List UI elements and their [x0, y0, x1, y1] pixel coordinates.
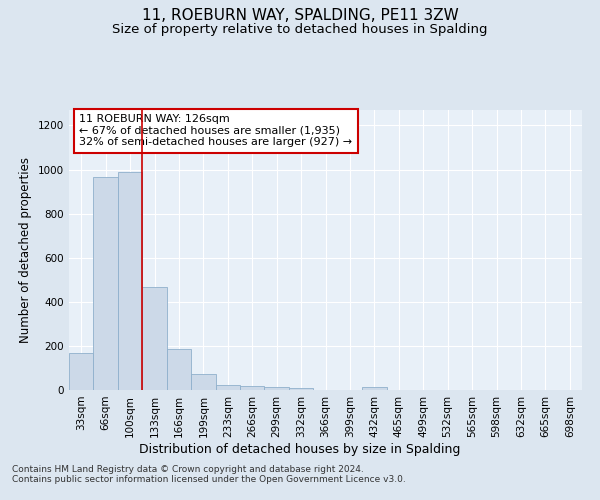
Text: Contains HM Land Registry data © Crown copyright and database right 2024.
Contai: Contains HM Land Registry data © Crown c…: [12, 465, 406, 484]
Text: Size of property relative to detached houses in Spalding: Size of property relative to detached ho…: [112, 22, 488, 36]
Text: Distribution of detached houses by size in Spalding: Distribution of detached houses by size …: [139, 442, 461, 456]
Bar: [69, 352, 94, 390]
Text: 11 ROEBURN WAY: 126sqm
← 67% of detached houses are smaller (1,935)
32% of semi-: 11 ROEBURN WAY: 126sqm ← 67% of detached…: [79, 114, 352, 148]
Text: 11, ROEBURN WAY, SPALDING, PE11 3ZW: 11, ROEBURN WAY, SPALDING, PE11 3ZW: [142, 8, 458, 22]
Bar: [94, 177, 118, 390]
Bar: [240, 386, 265, 390]
Bar: [265, 387, 289, 390]
Bar: [142, 288, 167, 390]
Bar: [289, 388, 313, 390]
Bar: [215, 385, 240, 390]
Bar: [362, 387, 386, 390]
Bar: [118, 172, 142, 390]
Bar: [167, 349, 191, 390]
Bar: [191, 374, 215, 390]
Y-axis label: Number of detached properties: Number of detached properties: [19, 157, 32, 343]
